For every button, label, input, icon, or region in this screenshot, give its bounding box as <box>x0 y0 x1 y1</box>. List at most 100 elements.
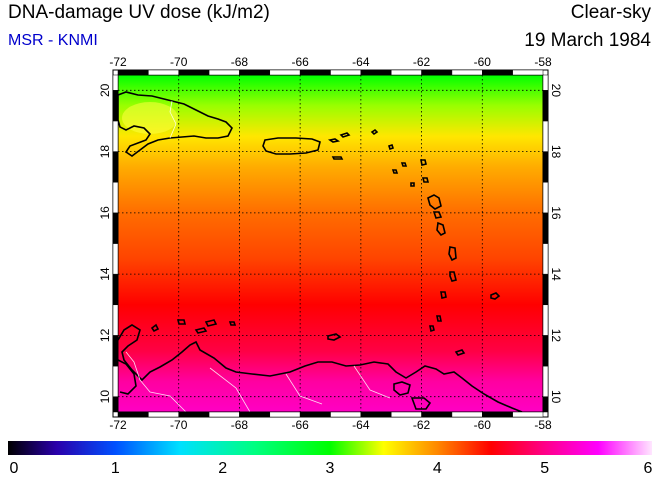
frame-bar-left <box>112 212 119 244</box>
map-date: 19 March 1984 <box>524 30 651 51</box>
frame-bar-left <box>112 90 119 122</box>
frame-bar-right <box>542 304 549 336</box>
latitude-label: 12 <box>549 329 563 343</box>
longitude-label: -68 <box>231 55 249 69</box>
border-colombia-venezuela <box>125 351 187 412</box>
longitude-label: -60 <box>474 55 492 69</box>
latitude-label: 10 <box>549 390 563 404</box>
longitude-label: -58 <box>534 418 552 432</box>
frame-bar-bottom <box>117 411 149 418</box>
latitude-label: 10 <box>98 390 112 404</box>
coastline-trinidad-area <box>327 333 466 410</box>
frame-bar-bottom <box>269 411 301 418</box>
frame-bar-bottom <box>451 411 483 418</box>
coastline-lake-maracaibo <box>118 359 137 395</box>
longitude-label: -60 <box>474 418 492 432</box>
colorbar-tick-label: 6 <box>643 460 653 477</box>
source-credit: MSR - KNMI <box>8 32 98 49</box>
frame-bar-top <box>330 69 362 76</box>
frame-bar-bottom <box>178 411 210 418</box>
longitude-label: -64 <box>352 55 370 69</box>
latitude-label: 16 <box>98 206 112 220</box>
frame-bar-left <box>112 151 119 183</box>
frame-bar-top <box>208 69 240 76</box>
latitude-label: 18 <box>549 145 563 159</box>
latitude-label: 18 <box>98 145 112 159</box>
frame-bar-bottom <box>482 411 513 418</box>
frame-bar-right <box>542 335 549 367</box>
frame-bar-bottom <box>330 411 362 418</box>
latitude-label: 20 <box>549 84 563 98</box>
coastline-virgin-islands <box>327 132 351 160</box>
coastline-puerto-rico <box>262 137 321 155</box>
map-title: DNA-damage UV dose (kJ/m2) <box>8 2 270 23</box>
latitude-label: 16 <box>549 206 563 220</box>
longitude-label: -70 <box>170 55 188 69</box>
coastline-hispaniola <box>118 91 233 157</box>
frame-bar-left <box>112 273 119 306</box>
latitude-label: 20 <box>98 83 112 97</box>
longitude-label: -64 <box>352 418 370 432</box>
latitude-label: 14 <box>98 267 112 281</box>
longitude-label: -70 <box>170 418 188 432</box>
frame-bar-bottom <box>239 411 271 418</box>
frame-bar-left <box>112 181 119 214</box>
frame-bar-right <box>542 365 549 397</box>
coastline-south-america <box>118 324 523 412</box>
local-maximum-patch <box>122 102 178 134</box>
latitude-labels-right: 20 18 16 14 12 10 <box>549 84 563 404</box>
longitude-label: -72 <box>109 55 127 69</box>
grid-lines <box>118 75 543 412</box>
frame-bar-right <box>542 273 549 306</box>
frame-bar-top <box>482 69 513 76</box>
frame-bar-left <box>112 243 119 275</box>
colorbar-tick-label: 5 <box>540 460 550 477</box>
longitude-label: -58 <box>534 55 552 69</box>
longitude-label: -66 <box>291 55 309 69</box>
frame-bar-top <box>269 69 301 76</box>
frame-bar-top <box>239 69 271 76</box>
frame-bar-bottom <box>208 411 240 418</box>
latitude-labels-left: 20 18 16 14 12 10 <box>98 83 112 403</box>
longitude-label: -72 <box>109 418 127 432</box>
colorbar <box>8 441 652 455</box>
longitude-labels-bottom: -72 -70 -68 -66 -64 -62 -60 -58 <box>109 418 552 432</box>
frame-bar-top <box>148 69 179 76</box>
frame-bar-top <box>421 69 453 76</box>
longitude-label: -62 <box>413 55 431 69</box>
frame-scale-bars <box>112 69 549 418</box>
latitude-label: 14 <box>549 267 563 281</box>
frame-bar-left <box>112 304 119 336</box>
frame-bar-bottom <box>421 411 453 418</box>
frame-bar-right <box>542 396 549 413</box>
frame-bar-bottom <box>299 411 331 418</box>
frame-bar-right <box>542 243 549 275</box>
country-borders <box>125 100 391 412</box>
longitude-label: -68 <box>231 418 249 432</box>
colorbar-tick-label: 0 <box>9 460 19 477</box>
coastline-abc-islands <box>150 319 237 334</box>
border-venezuela-states <box>209 365 391 412</box>
frame-bar-left <box>112 74 119 91</box>
frame-bar-top <box>451 69 483 76</box>
frame-bar-right <box>542 90 549 122</box>
longitude-label: -66 <box>291 418 309 432</box>
colorbar-tick-label: 3 <box>325 460 335 477</box>
frame-bar-top <box>512 69 544 76</box>
frame-bar-left <box>112 365 119 397</box>
uv-dose-map: -72 -70 -68 -66 -64 -62 -60 -58 -72 -70 -68 -66 -64… <box>98 55 563 432</box>
sky-condition: Clear-sky <box>570 2 651 23</box>
frame-bar-right <box>542 151 549 183</box>
frame-bar-left <box>112 396 119 413</box>
frame-bar-top <box>360 69 392 76</box>
longitude-label: -62 <box>413 418 431 432</box>
frame-bar-bottom <box>148 411 179 418</box>
coastlines <box>118 91 523 412</box>
frame-bar-bottom <box>390 411 422 418</box>
border-haiti-dominican-republic <box>169 100 177 139</box>
frame-bar-top <box>117 69 149 76</box>
frame-bar-top <box>178 69 210 76</box>
longitude-labels-top: -72 -70 -68 -66 -64 -62 -60 -58 <box>109 55 552 69</box>
frame-bar-right <box>542 74 549 91</box>
colorbar-tick-label: 4 <box>432 460 442 477</box>
